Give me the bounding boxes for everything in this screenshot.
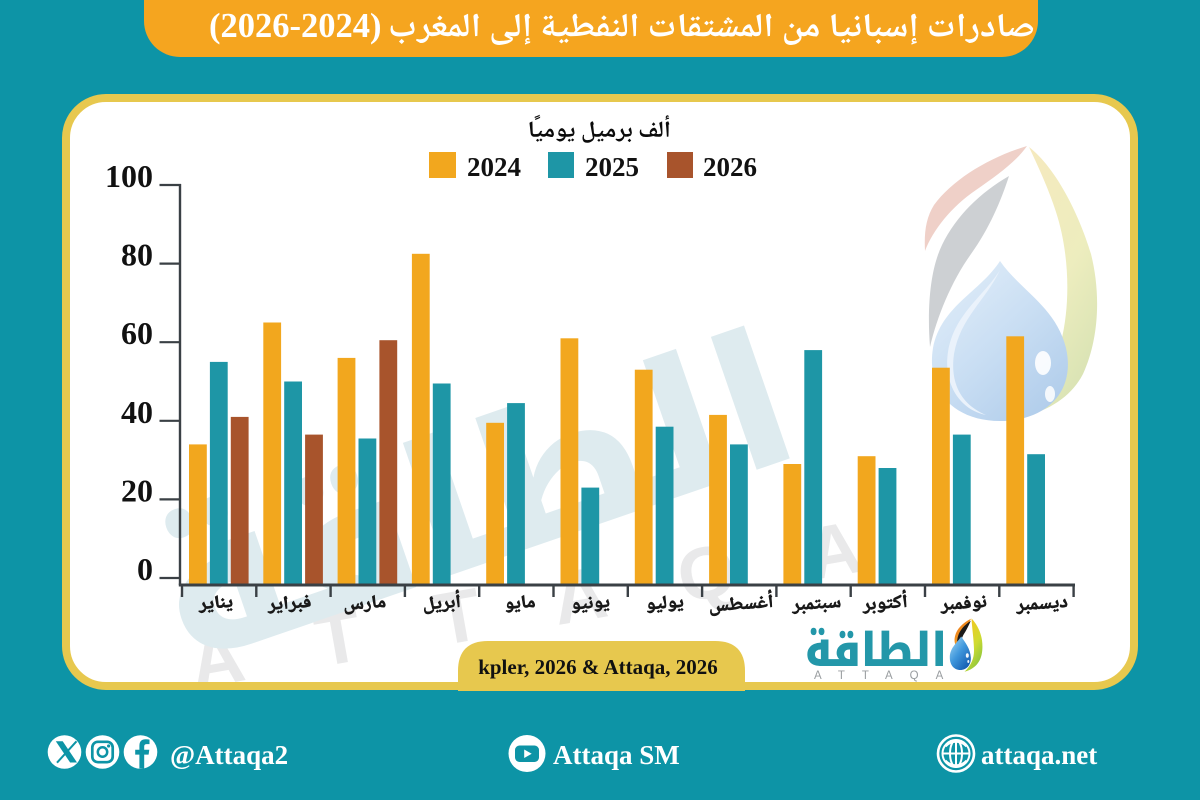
- svg-text:(2026-2024): (2026-2024): [209, 7, 381, 45]
- svg-text:20: 20: [121, 472, 153, 508]
- svg-text:60: 60: [121, 315, 153, 351]
- svg-text:ATTAQA: ATTAQA: [814, 670, 960, 682]
- svg-text:2025: 2025: [585, 152, 639, 182]
- svg-text:Attaqa SM: Attaqa SM: [553, 740, 680, 770]
- svg-text:0: 0: [137, 551, 153, 587]
- svg-text:2024: 2024: [467, 152, 521, 182]
- svg-text:100: 100: [105, 158, 153, 194]
- svg-text:@Attaqa2: @Attaqa2: [170, 740, 288, 770]
- svg-text:40: 40: [121, 394, 153, 430]
- svg-text:attaqa.net: attaqa.net: [981, 740, 1097, 770]
- svg-text:2026: 2026: [703, 152, 757, 182]
- svg-text:kpler, 2026 & Attaqa, 2026: kpler, 2026 & Attaqa, 2026: [478, 655, 718, 679]
- svg-text:80: 80: [121, 237, 153, 273]
